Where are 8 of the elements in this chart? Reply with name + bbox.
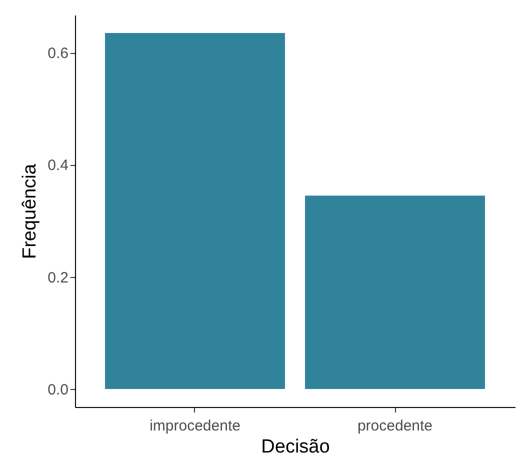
x-tick-label: procedente <box>357 418 433 434</box>
y-tick-label: 0.6 <box>48 45 68 62</box>
y-axis-title: Frequência <box>20 164 41 260</box>
x-axis-title: Decisão <box>261 436 330 458</box>
y-tick-label: 0.4 <box>48 157 68 174</box>
y-tick-label: 0.0 <box>48 382 68 399</box>
x-tick-label: improcedente <box>150 418 240 434</box>
y-tick-label: 0.2 <box>48 269 68 286</box>
